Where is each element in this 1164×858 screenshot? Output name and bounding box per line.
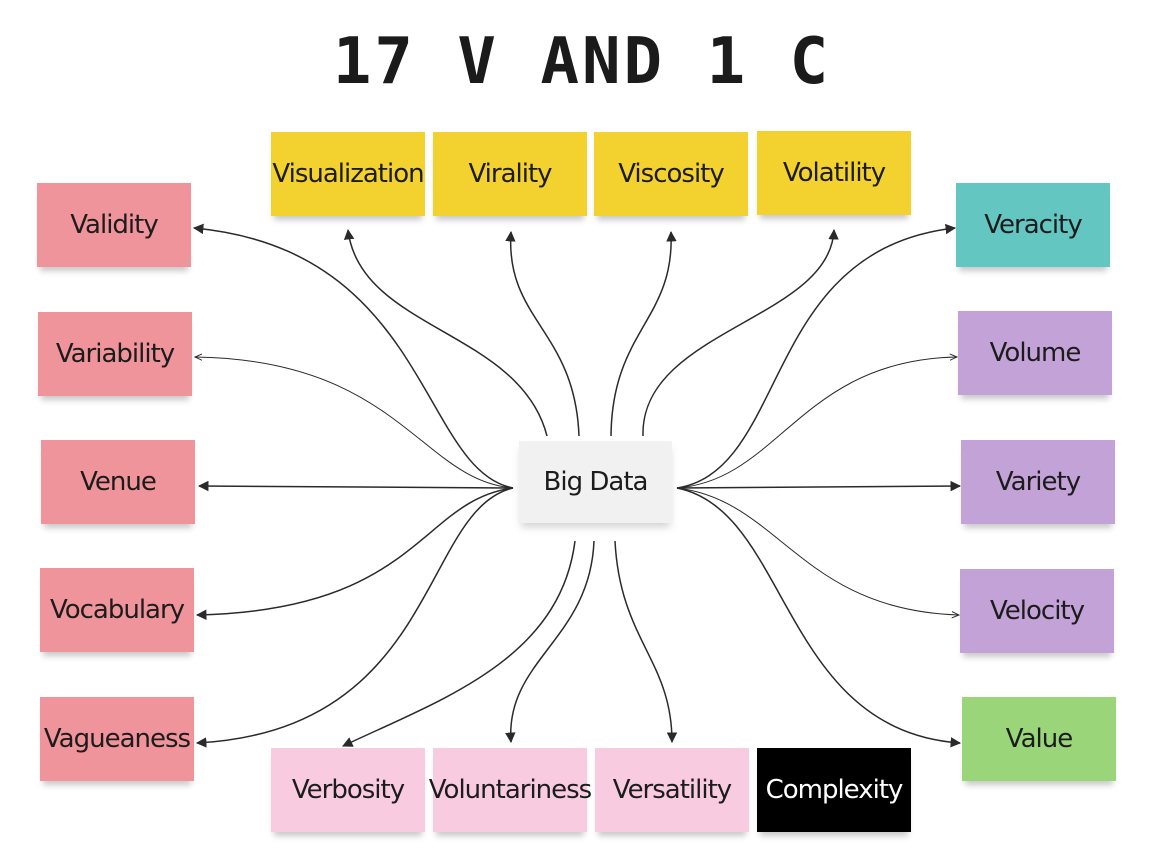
note-veracity[interactable]: Veracity — [956, 183, 1110, 267]
center-label: Big Data — [543, 467, 649, 497]
note-visualization[interactable]: Visualization — [271, 132, 425, 216]
note-label: Verbosity — [291, 775, 405, 805]
note-voluntariness[interactable]: Voluntariness — [429, 748, 592, 832]
arrow-to-versatility — [614, 540, 678, 744]
page-title: 17 V AND 1 C — [332, 25, 832, 99]
note-value[interactable]: Value — [962, 697, 1116, 781]
note-label: Voluntariness — [428, 775, 592, 805]
arrow-to-validity — [192, 223, 514, 489]
note-label: Variability — [55, 339, 175, 369]
note-label: Veracity — [984, 210, 1082, 240]
note-versatility[interactable]: Versatility — [595, 748, 749, 832]
arrow-to-voluntariness — [505, 540, 595, 744]
note-virality[interactable]: Virality — [433, 132, 587, 216]
note-label: Venue — [80, 467, 157, 497]
center-note-big-data[interactable]: Big Data — [519, 441, 672, 523]
note-viscosity[interactable]: Viscosity — [594, 132, 748, 216]
note-variability[interactable]: Variability — [38, 312, 192, 396]
arrow-to-virality — [505, 230, 580, 437]
note-label: Vagueaness — [43, 724, 191, 754]
note-volume[interactable]: Volume — [958, 311, 1112, 395]
note-velocity[interactable]: Velocity — [960, 569, 1114, 653]
note-label: Complexity — [765, 775, 904, 805]
arrow-to-verbosity — [342, 540, 576, 747]
note-label: Value — [1005, 724, 1073, 754]
arrow-to-vagueaness — [195, 487, 514, 748]
note-label: Volatility — [782, 158, 886, 188]
note-label: Velocity — [990, 596, 1085, 626]
note-vocabulary[interactable]: Vocabulary — [40, 568, 194, 652]
note-vagueaness[interactable]: Vagueaness — [40, 697, 194, 781]
arrow-to-variability — [195, 357, 514, 489]
note-label: Variety — [995, 467, 1081, 497]
arrow-to-volatility — [642, 228, 839, 437]
note-label: Viscosity — [618, 159, 725, 189]
note-verbosity[interactable]: Verbosity — [271, 748, 425, 832]
note-label: Vocabulary — [49, 595, 185, 625]
arrow-to-viscosity — [610, 230, 677, 437]
note-label: Versatility — [612, 775, 732, 805]
arrow-to-velocity — [676, 487, 959, 615]
note-complexity[interactable]: Complexity — [757, 748, 911, 832]
note-validity[interactable]: Validity — [37, 183, 191, 267]
arrow-to-visualization — [343, 228, 548, 437]
arrow-to-veracity — [676, 223, 957, 489]
note-label: Validity — [70, 210, 158, 240]
arrow-to-value — [676, 487, 962, 748]
arrow-to-variety — [676, 480, 962, 492]
note-volatility[interactable]: Volatility — [757, 131, 911, 215]
arrow-to-vocabulary — [195, 487, 514, 621]
arrow-to-venue — [197, 480, 514, 492]
note-label: Virality — [468, 159, 552, 189]
note-variety[interactable]: Variety — [961, 440, 1115, 524]
note-label: Volume — [989, 338, 1082, 368]
arrow-to-volume — [676, 357, 957, 489]
note-venue[interactable]: Venue — [41, 440, 195, 524]
note-label: Visualization — [272, 159, 424, 189]
